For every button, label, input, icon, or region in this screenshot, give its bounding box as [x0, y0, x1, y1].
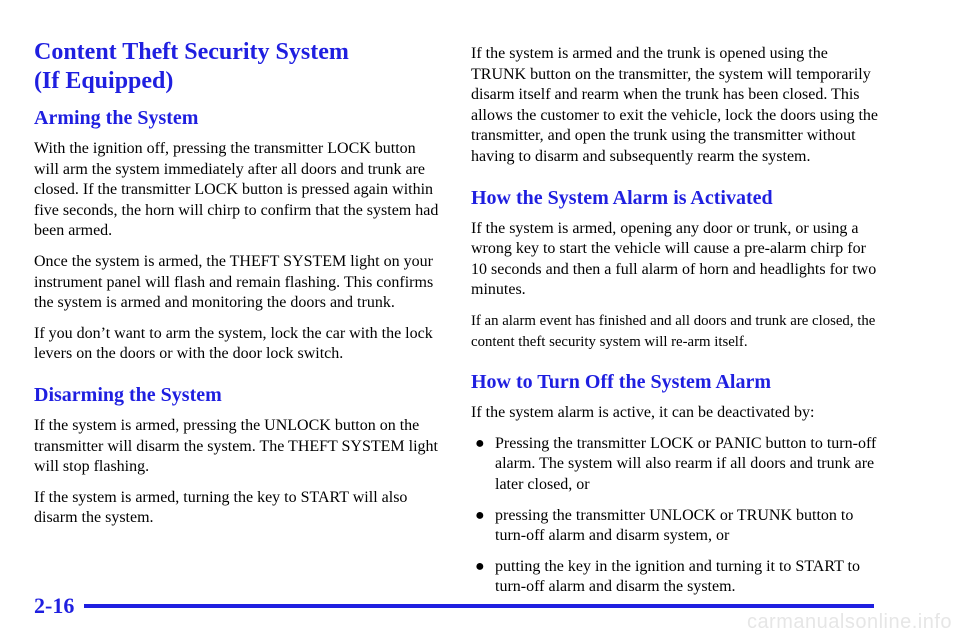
footer-divider: [84, 604, 874, 608]
activated-heading: How the System Alarm is Activated: [471, 186, 773, 209]
trunk-intro-paragraph: If the system is armed and the trunk is …: [471, 45, 879, 165]
watermark: carmanualsonline.info: [746, 611, 952, 633]
list-item-text: putting the key in the ignition and turn…: [495, 557, 860, 596]
right-column: If the system is armed and the trunk is …: [471, 44, 881, 608]
bullet-icon: ●: [475, 506, 485, 524]
page-title: Content Theft Security System (If Equipp…: [34, 38, 442, 96]
turnoff-paragraph-1: If the system alarm is active, it can be…: [471, 404, 815, 422]
left-column: Content Theft Security System (If Equipp…: [34, 38, 442, 539]
bullet-icon: ●: [475, 434, 485, 452]
list-item: ● pressing the transmitter UNLOCK or TRU…: [471, 506, 881, 547]
turnoff-bullet-list: ● Pressing the transmitter LOCK or PANIC…: [471, 434, 881, 598]
arming-heading: Arming the System: [34, 107, 199, 129]
page-number: 2-16: [34, 593, 75, 618]
activated-paragraph-2: If an alarm event has finished and all d…: [471, 312, 876, 350]
list-item: ● Pressing the transmitter LOCK or PANIC…: [471, 434, 881, 496]
arming-paragraph-1: With the ignition off, pressing the tran…: [34, 140, 439, 240]
list-item: ● putting the key in the ignition and tu…: [471, 557, 881, 598]
page-title-line2: (If Equipped): [34, 68, 174, 94]
page-title-line1: Content Theft Security System: [34, 39, 349, 65]
turnoff-heading: How to Turn Off the System Alarm: [471, 371, 771, 394]
disarming-heading: Disarming the System: [34, 383, 222, 406]
disarming-paragraph-1: If the system is armed, pressing the UNL…: [34, 416, 438, 476]
list-item-text: pressing the transmitter UNLOCK or TRUNK…: [495, 506, 854, 545]
bullet-icon: ●: [475, 557, 485, 575]
list-item-text: Pressing the transmitter LOCK or PANIC b…: [495, 434, 877, 493]
arming-paragraph-2: Once the system is armed, the THEFT SYST…: [34, 252, 434, 312]
arming-paragraph-3: If you don’t want to arm the system, loc…: [34, 324, 433, 363]
disarming-paragraph-2: If the system is armed, turning the key …: [34, 488, 408, 527]
activated-paragraph-1: If the system is armed, opening any door…: [471, 219, 877, 299]
